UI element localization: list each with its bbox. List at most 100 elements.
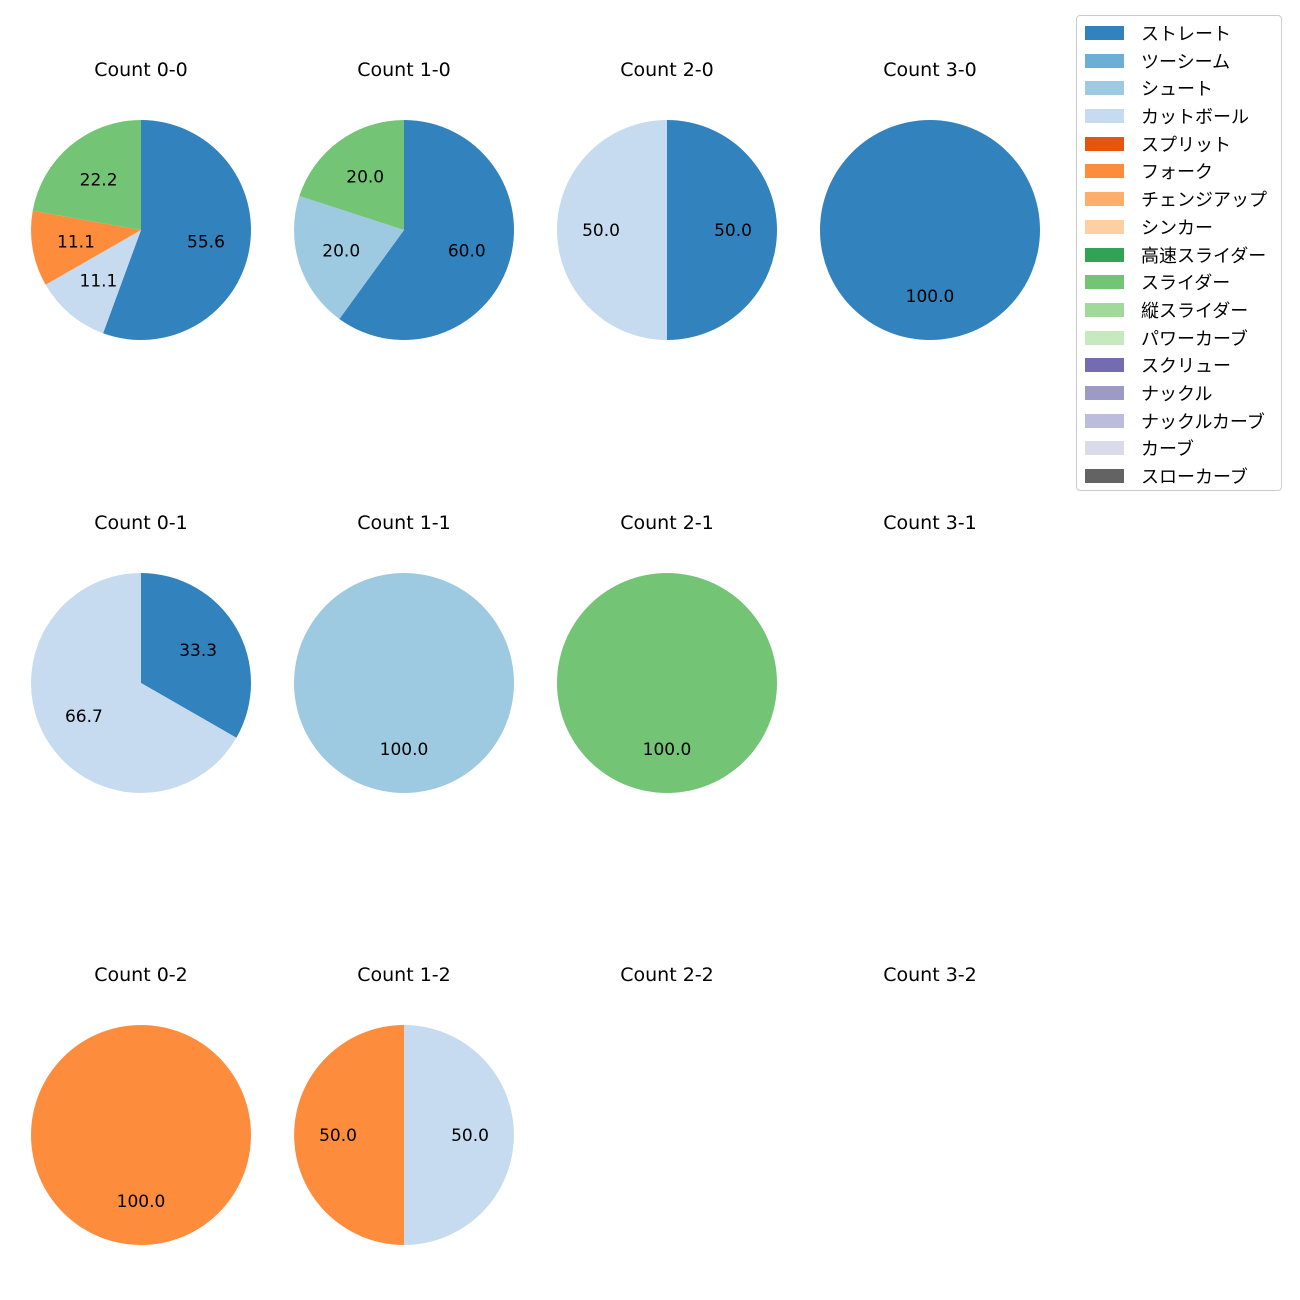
legend-label: 高速スライダー (1141, 245, 1267, 267)
subplot-title: Count 0-1 (94, 512, 188, 534)
subplot-title: Count 3-1 (883, 512, 977, 534)
pie-slice (820, 120, 1040, 340)
pie-slice (294, 573, 514, 793)
subplot-title: Count 0-0 (94, 59, 188, 81)
slice-label: 50.0 (451, 1126, 489, 1146)
legend-swatch (1085, 413, 1124, 428)
pie-slice (557, 573, 777, 793)
pie-subplot: Count 2-1 100.0 (557, 512, 777, 793)
subplot-title: Count 3-2 (883, 964, 977, 986)
legend-label: スクリュー (1141, 356, 1231, 378)
legend-swatch (1085, 469, 1124, 483)
legend-label: 縦スライダー (1141, 300, 1249, 322)
legend-label: ナックルカーブ (1141, 411, 1265, 433)
slice-label: 100.0 (906, 287, 955, 307)
legend-label: カットボール (1141, 107, 1249, 129)
legend-swatch (1085, 192, 1124, 207)
slice-label: 50.0 (319, 1126, 357, 1146)
legend-swatch (1085, 275, 1124, 290)
pie-subplot: Count 2-0 50.0 50.0 (557, 59, 777, 340)
subplot-title: Count 2-1 (620, 512, 714, 534)
legend-item: スローカーブ (1077, 461, 1281, 489)
legend-swatch (1085, 441, 1124, 456)
slice-label: 60.0 (448, 241, 486, 261)
slice-label: 20.0 (322, 241, 360, 261)
pie-slice (103, 120, 252, 340)
pie-slice (339, 120, 514, 340)
legend-swatch (1085, 330, 1124, 345)
legend-swatch (1085, 247, 1124, 262)
pie-slice (294, 196, 404, 319)
legend-label: ナックル (1141, 383, 1213, 405)
pie-slice (404, 1025, 514, 1245)
slice-label: 55.6 (187, 233, 225, 253)
slice-label: 50.0 (582, 221, 620, 241)
pie-subplot: Count 3-0 100.0 (820, 59, 1040, 340)
slice-label: 100.0 (117, 1192, 166, 1212)
legend-item: チェンジアップ (1077, 184, 1281, 212)
legend-item: ナックル (1077, 378, 1281, 406)
slice-label: 20.0 (346, 168, 384, 188)
legend-label: カーブ (1141, 439, 1194, 461)
legend-item: カーブ (1077, 433, 1281, 461)
pie-subplot: Count 2-2 (620, 964, 714, 986)
legend-item: ストレート (1077, 18, 1281, 46)
pie-slice (667, 120, 777, 340)
slice-label: 66.7 (65, 707, 103, 727)
legend-item: 高速スライダー (1077, 240, 1281, 268)
legend-item: 縦スライダー (1077, 295, 1281, 323)
subplot-title: Count 3-0 (883, 59, 977, 81)
legend-swatch (1085, 302, 1124, 317)
subplot-title: Count 2-0 (620, 59, 714, 81)
slice-label: 11.1 (57, 232, 95, 252)
pie-subplot: Count 0-1 33.3 66.7 (30, 512, 251, 793)
legend-swatch (1085, 81, 1124, 96)
legend-item: スクリュー (1077, 350, 1281, 378)
pie-slice (32, 120, 141, 230)
subplot-title: Count 0-2 (94, 964, 188, 986)
legend-swatch (1085, 136, 1124, 151)
legend-label: ストレート (1141, 24, 1231, 45)
legend-swatch (1085, 109, 1124, 124)
slice-label: 100.0 (643, 740, 692, 760)
legend-swatch (1085, 219, 1124, 234)
pie-slice (299, 120, 404, 230)
legend-item: フォーク (1077, 156, 1281, 184)
pie-slice (557, 120, 667, 340)
pie-slice (30, 210, 142, 285)
legend-swatch (1085, 53, 1124, 68)
legend-swatch (1085, 358, 1124, 373)
legend-label: シンカー (1141, 217, 1213, 239)
legend-item: シンカー (1077, 212, 1281, 240)
pie-subplot: Count 0-0 55.6 11.1 11.1 22.2 (30, 59, 252, 340)
legend-swatch (1085, 26, 1124, 40)
pie-subplot: Count 3-1 (883, 512, 977, 534)
legend-swatch (1085, 164, 1124, 179)
legend-label: シュート (1141, 79, 1213, 101)
legend-label: スプリット (1141, 134, 1231, 156)
pie-slice (31, 1025, 251, 1245)
pie-subplot: Count 0-2 100.0 (31, 964, 251, 1245)
pie-slice (141, 573, 251, 738)
slice-label: 11.1 (80, 271, 118, 291)
legend-label: ツーシーム (1141, 51, 1231, 73)
legend-item: スライダー (1077, 267, 1281, 295)
legend-label: スローカーブ (1141, 467, 1248, 488)
subplot-title: Count 1-1 (357, 512, 451, 534)
legend-label: フォーク (1141, 162, 1213, 184)
pie-subplot: Count 1-1 100.0 (294, 512, 514, 793)
legend-item: ナックルカーブ (1077, 406, 1281, 434)
pie-slice (294, 1025, 404, 1245)
pie-slice (45, 230, 141, 334)
pie-subplot: Count 1-0 60.0 20.0 20.0 (294, 59, 514, 340)
legend-swatch (1085, 385, 1124, 400)
subplot-title: Count 1-0 (357, 59, 451, 81)
legend-item: カットボール (1077, 101, 1281, 129)
pie-slice (30, 573, 237, 793)
subplot-title: Count 1-2 (357, 964, 451, 986)
legend-label: スライダー (1141, 273, 1231, 295)
legend-label: パワーカーブ (1141, 328, 1248, 350)
legend-item: スプリット (1077, 129, 1281, 157)
legend: ストレートツーシームシュートカットボール スプリットフォーク チェンジアップシンカー… (1076, 15, 1282, 491)
